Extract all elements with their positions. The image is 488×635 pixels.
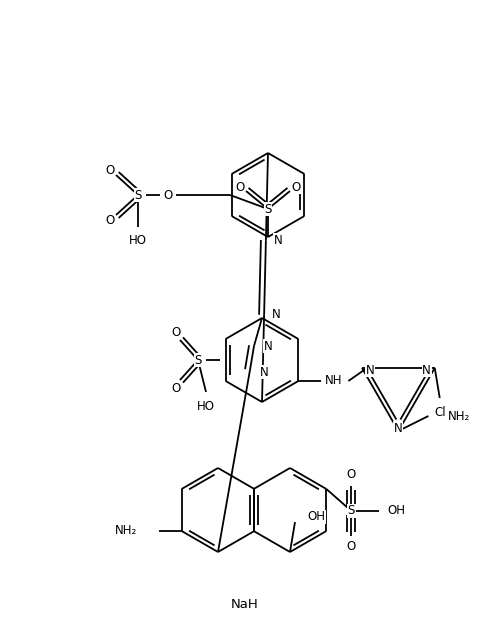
Text: NH₂: NH₂ <box>114 525 136 537</box>
Text: O: O <box>105 163 114 177</box>
Text: N: N <box>422 363 430 377</box>
Text: N: N <box>365 363 374 377</box>
Text: O: O <box>346 469 355 481</box>
Text: N: N <box>271 309 280 321</box>
Text: O: O <box>171 382 180 394</box>
Text: HO: HO <box>129 234 147 246</box>
Text: S: S <box>347 504 354 518</box>
Text: O: O <box>291 180 300 194</box>
Text: N: N <box>259 366 268 378</box>
Text: O: O <box>163 189 172 201</box>
Text: OH: OH <box>386 504 405 518</box>
Text: S: S <box>134 189 142 201</box>
Text: NH: NH <box>324 375 342 387</box>
Text: S: S <box>194 354 201 366</box>
Text: O: O <box>346 540 355 554</box>
Text: NH₂: NH₂ <box>447 410 469 422</box>
Text: N: N <box>273 234 282 246</box>
Text: HO: HO <box>197 399 215 413</box>
Text: S: S <box>264 203 271 215</box>
Text: N: N <box>393 422 402 434</box>
Text: NaH: NaH <box>231 599 258 612</box>
Text: O: O <box>235 180 244 194</box>
Text: Cl: Cl <box>433 406 445 418</box>
Text: OH: OH <box>306 511 325 523</box>
Text: O: O <box>171 326 180 338</box>
Text: O: O <box>105 213 114 227</box>
Text: N: N <box>263 340 272 352</box>
